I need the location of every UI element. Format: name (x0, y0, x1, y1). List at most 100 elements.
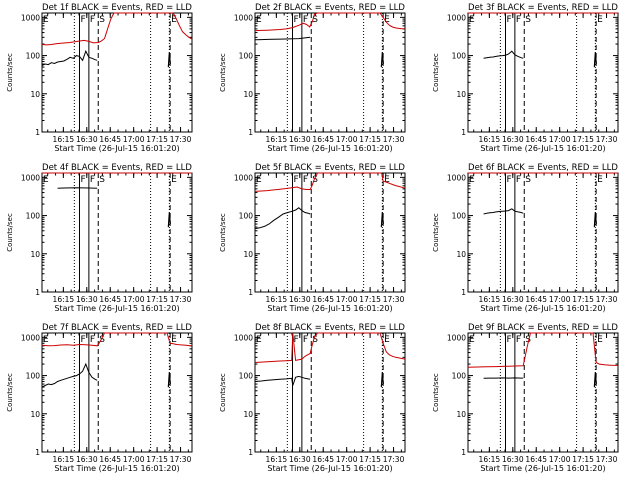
detector-panel: Det 7f BLACK = Events, RED = LLD 1 10 100 10… (6, 323, 193, 473)
y-tick-label: 1 (35, 448, 40, 457)
x-tick-label: 16:15 (53, 135, 75, 144)
y-axis-label: Counts/sec (432, 213, 440, 252)
detector-panel: Det 6f BLACK = Events, RED = LLD 1 10 100 10… (432, 163, 619, 313)
y-tick-label: 1 (461, 128, 466, 137)
event-marker-label: F (507, 175, 512, 185)
event-marker-label: F (516, 175, 521, 185)
x-tick-label: 17:15 (359, 135, 381, 144)
x-tick-label: 16:45 (525, 295, 547, 304)
lld-series-line (254, 12, 406, 32)
x-tick-label: 16:30 (502, 295, 524, 304)
event-marker-label: S (525, 175, 531, 185)
detector-panel: Det 4f BLACK = Events, RED = LLD 1 10 100 10… (6, 163, 193, 313)
x-axis-label: Start Time (26-Jul-15 16:01:20) (480, 144, 605, 153)
plot-frame (254, 172, 406, 293)
event-marker-label: E (469, 175, 475, 185)
lld-series-line (41, 332, 193, 347)
detector-panel: Det 3f BLACK = Events, RED = LLD 1 10 100 10… (432, 3, 619, 153)
event-marker-label: E (597, 15, 603, 25)
x-tick-label: 16:15 (479, 135, 501, 144)
event-marker-label: S (312, 335, 318, 345)
event-marker-label: E (384, 15, 390, 25)
x-tick-label: 17:15 (359, 455, 381, 464)
event-marker-label: E (469, 335, 475, 345)
y-tick-label: 100 (239, 52, 254, 61)
x-axis-label: Start Time (26-Jul-15 16:01:20) (480, 304, 605, 313)
y-tick-label: 100 (452, 212, 467, 221)
x-tick-label: 17:00 (123, 455, 145, 464)
plot-frame (467, 332, 619, 453)
lld-series-line (467, 332, 618, 368)
y-axis-label: Counts/sec (219, 53, 227, 92)
event-marker-label: E (597, 175, 603, 185)
x-tick-label: 16:30 (502, 455, 524, 464)
x-axis-label: Start Time (26-Jul-15 16:01:20) (54, 144, 179, 153)
plot-frame (41, 12, 193, 133)
x-tick-label: 16:30 (76, 455, 98, 464)
detector-panel: Det 2f BLACK = Events, RED = LLD 1 10 100 10… (219, 3, 406, 153)
y-tick-label: 1 (248, 128, 253, 137)
y-tick-label: 1000 (21, 333, 40, 342)
y-tick-label: 10 (30, 90, 40, 99)
x-tick-label: 16:45 (312, 295, 334, 304)
events-spike (380, 212, 384, 228)
x-tick-label: 17:15 (146, 295, 168, 304)
x-tick-label: 17:15 (146, 455, 168, 464)
events-series-line (41, 362, 98, 388)
event-marker-label: E (171, 15, 177, 25)
y-tick-label: 100 (26, 372, 41, 381)
x-axis-label: Start Time (26-Jul-15 16:01:20) (480, 464, 605, 473)
plot-frame (41, 332, 193, 453)
x-tick-label: 17:00 (549, 295, 571, 304)
event-marker-label: S (312, 175, 318, 185)
lld-series-line (41, 12, 193, 46)
event-marker-label: S (99, 335, 105, 345)
event-marker-label: F (90, 175, 95, 185)
y-tick-label: 100 (452, 52, 467, 61)
y-tick-label: 1000 (21, 173, 40, 182)
events-spike (593, 372, 597, 388)
event-marker-label: F (81, 175, 86, 185)
x-tick-label: 16:30 (289, 295, 311, 304)
lld-series-line (254, 172, 406, 192)
events-series-line (254, 36, 311, 41)
x-tick-label: 16:15 (266, 295, 288, 304)
y-axis-label: Counts/sec (6, 373, 14, 412)
lld-series-line (254, 332, 406, 363)
y-axis-label: Counts/sec (219, 213, 227, 252)
event-marker-label: E (256, 15, 262, 25)
x-tick-label: 16:45 (525, 135, 547, 144)
y-tick-label: 1 (248, 288, 253, 297)
y-tick-label: 1 (461, 448, 466, 457)
panel-title: Det 7f BLACK = Events, RED = LLD (42, 323, 192, 333)
plot-frame (41, 172, 193, 293)
y-tick-label: 1 (35, 128, 40, 137)
x-tick-label: 16:15 (479, 295, 501, 304)
y-tick-label: 100 (239, 372, 254, 381)
y-tick-label: 1000 (447, 333, 466, 342)
y-axis-label: Counts/sec (432, 53, 440, 92)
y-tick-label: 100 (452, 372, 467, 381)
x-tick-label: 17:30 (170, 135, 192, 144)
y-tick-label: 100 (26, 52, 41, 61)
x-tick-label: 17:30 (596, 455, 618, 464)
event-marker-label: E (171, 335, 177, 345)
events-series-line (483, 208, 524, 215)
y-tick-label: 1000 (234, 173, 253, 182)
event-marker-label: E (171, 175, 177, 185)
y-tick-label: 10 (456, 250, 466, 259)
x-tick-label: 17:30 (596, 295, 618, 304)
events-spike (380, 52, 384, 68)
event-marker-label: F (516, 15, 521, 25)
events-spike (380, 372, 384, 388)
panel-title: Det 2f BLACK = Events, RED = LLD (255, 3, 405, 13)
panel-title: Det 6f BLACK = Events, RED = LLD (468, 163, 618, 173)
y-tick-label: 1000 (234, 333, 253, 342)
event-marker-label: S (525, 335, 531, 345)
x-tick-label: 17:00 (123, 295, 145, 304)
x-tick-label: 16:15 (266, 455, 288, 464)
event-marker-label: F (294, 15, 299, 25)
event-marker-label: F (507, 15, 512, 25)
event-marker-label: F (303, 15, 308, 25)
